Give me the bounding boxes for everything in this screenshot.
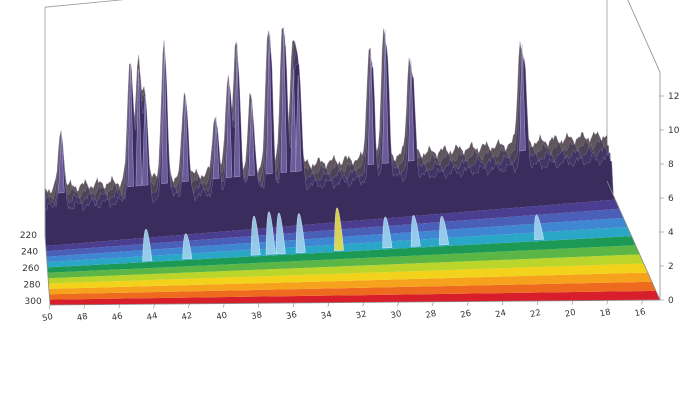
- x-tick-mark: [222, 303, 225, 308]
- peak-1: [127, 63, 134, 188]
- box-edge-front-3: [627, 0, 661, 73]
- x-tick-mark: [257, 303, 260, 308]
- box-edge-front-1: [606, 180, 661, 301]
- x-tick-mark: [536, 300, 539, 306]
- peak-14: [367, 47, 375, 166]
- x-tick-mark: [83, 304, 86, 309]
- projection-peak-9: [439, 216, 450, 246]
- x-tick-label: 22: [529, 308, 542, 320]
- colour-band-6: [47, 236, 636, 273]
- x-tick-label: 38: [250, 310, 263, 322]
- peak-5: [182, 95, 189, 183]
- x-tick-mark: [571, 300, 574, 305]
- z-tick-label: 4: [668, 228, 674, 238]
- peak-6: [213, 116, 220, 180]
- x-tick-label: 18: [599, 307, 612, 319]
- x-tick-label: 48: [76, 312, 89, 324]
- x-tick-label: 32: [355, 309, 368, 321]
- x-tick-label: 40: [216, 311, 229, 323]
- x-tick-mark: [432, 301, 434, 306]
- x-tick-label: 36: [285, 310, 298, 322]
- peak-13: [295, 75, 302, 172]
- x-tick-label: 16: [634, 307, 647, 319]
- box-edge-back-1: [44, 0, 125, 8]
- box-edge-front-4: [44, 234, 51, 306]
- x-tick-mark: [501, 301, 504, 306]
- x-tick-mark: [641, 300, 643, 305]
- projection-peak-1: [182, 233, 193, 260]
- projection-peak-2: [250, 216, 261, 256]
- y-tick-label: 300: [25, 297, 42, 307]
- colour-band-4: [48, 254, 644, 284]
- y-tick-label: 220: [20, 231, 37, 241]
- x-tick-label: 24: [494, 308, 507, 320]
- colour-band-5: [47, 245, 640, 279]
- peak-9: [248, 101, 255, 176]
- x-tick-label: 44: [146, 311, 159, 323]
- x-tick-mark: [327, 302, 330, 307]
- x-tick-label: 42: [181, 311, 194, 323]
- peak-12: [290, 68, 297, 173]
- x-tick-label: 34: [320, 310, 333, 322]
- chart-projections: [142, 207, 545, 262]
- peak-0: [58, 134, 65, 194]
- box-edge-front-0: [49, 299, 661, 306]
- x-tick-label: 46: [111, 311, 124, 323]
- z-tick-label: 8: [668, 160, 674, 170]
- colour-band-2: [48, 272, 652, 295]
- x-tick-mark: [153, 304, 155, 309]
- chart-surface: [44, 27, 614, 244]
- z-tick-label: 12: [668, 92, 679, 102]
- peak-2: [135, 69, 142, 187]
- z-tick-label: 10: [668, 126, 680, 136]
- peak-4: [161, 44, 168, 184]
- x-tick-label: 28: [425, 309, 438, 321]
- x-tick-mark: [292, 302, 295, 308]
- projection-peak-3: [265, 211, 276, 255]
- z-tick-label: 6: [668, 194, 674, 204]
- x-tick-mark: [48, 304, 51, 310]
- projection-peak-4: [275, 212, 286, 255]
- peak-15: [382, 29, 389, 164]
- peak-10: [266, 31, 273, 175]
- projection-peak-0: [142, 228, 153, 262]
- projection-peak-10: [534, 214, 545, 241]
- x-tick-mark: [397, 302, 399, 307]
- colour-band-3: [48, 263, 648, 289]
- projection-peak-8: [410, 214, 421, 247]
- x-tick-label: 26: [460, 309, 473, 321]
- y-tick-label: 280: [23, 280, 40, 290]
- x-tick-label: 30: [390, 309, 403, 321]
- x-tick-mark: [466, 301, 469, 306]
- x-tick-label: 50: [41, 312, 54, 324]
- colour-band-0: [49, 290, 661, 305]
- projection-peak-7: [382, 216, 393, 249]
- peak-7: [225, 79, 233, 179]
- colour-band-1: [49, 281, 656, 300]
- z-tick-label: 0: [668, 296, 674, 306]
- projection-peak-6: [334, 207, 344, 252]
- x-tick-mark: [118, 304, 121, 309]
- colour-band-11: [45, 190, 616, 246]
- peak-16: [408, 59, 415, 162]
- x-tick-mark: [362, 302, 365, 307]
- peak-11: [280, 27, 288, 174]
- projection-peak-5: [295, 213, 306, 254]
- x-tick-mark: [188, 303, 190, 308]
- chart-box-front: [44, 0, 661, 306]
- colour-band-10: [45, 199, 620, 252]
- x-tick-mark: [606, 300, 609, 305]
- z-tick-label: 2: [668, 262, 674, 272]
- x-tick-label: 20: [564, 308, 577, 320]
- peak-17: [519, 44, 526, 152]
- peak-3: [142, 95, 149, 186]
- peak-8: [233, 46, 241, 178]
- y-tick-label: 240: [21, 247, 38, 257]
- y-tick-label: 260: [22, 264, 39, 274]
- chart-axis-ticks: 50 48 46 44 42 40 38 36 34 32 30 28 26 24 22 20 18 162202…: [20, 92, 680, 324]
